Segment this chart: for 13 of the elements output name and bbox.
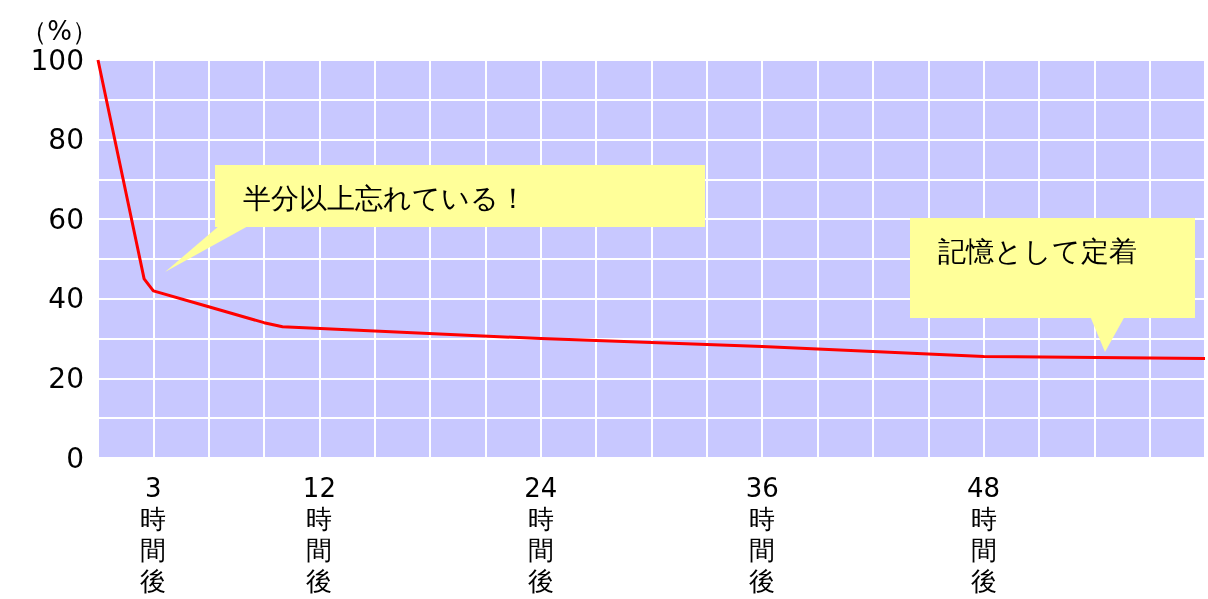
y-tick-label: 80 bbox=[48, 123, 84, 157]
x-tick-label: 36時間後 bbox=[745, 472, 779, 596]
annotation: 半分以上忘れている！ bbox=[243, 181, 528, 217]
y-tick-label: 40 bbox=[48, 282, 84, 316]
y-tick-label: 20 bbox=[48, 361, 84, 395]
y-tick-label: 0 bbox=[66, 441, 84, 475]
y-axis-title: （%） bbox=[21, 16, 98, 46]
y-tick-label: 60 bbox=[48, 202, 84, 236]
x-tick-label: 24時間後 bbox=[524, 472, 558, 596]
x-tick-label: 12時間後 bbox=[302, 472, 336, 596]
annotation: 記憶として定着 bbox=[938, 234, 1138, 270]
x-tick-label: 3時間後 bbox=[140, 472, 167, 596]
x-tick-label: 48時間後 bbox=[967, 472, 1001, 596]
